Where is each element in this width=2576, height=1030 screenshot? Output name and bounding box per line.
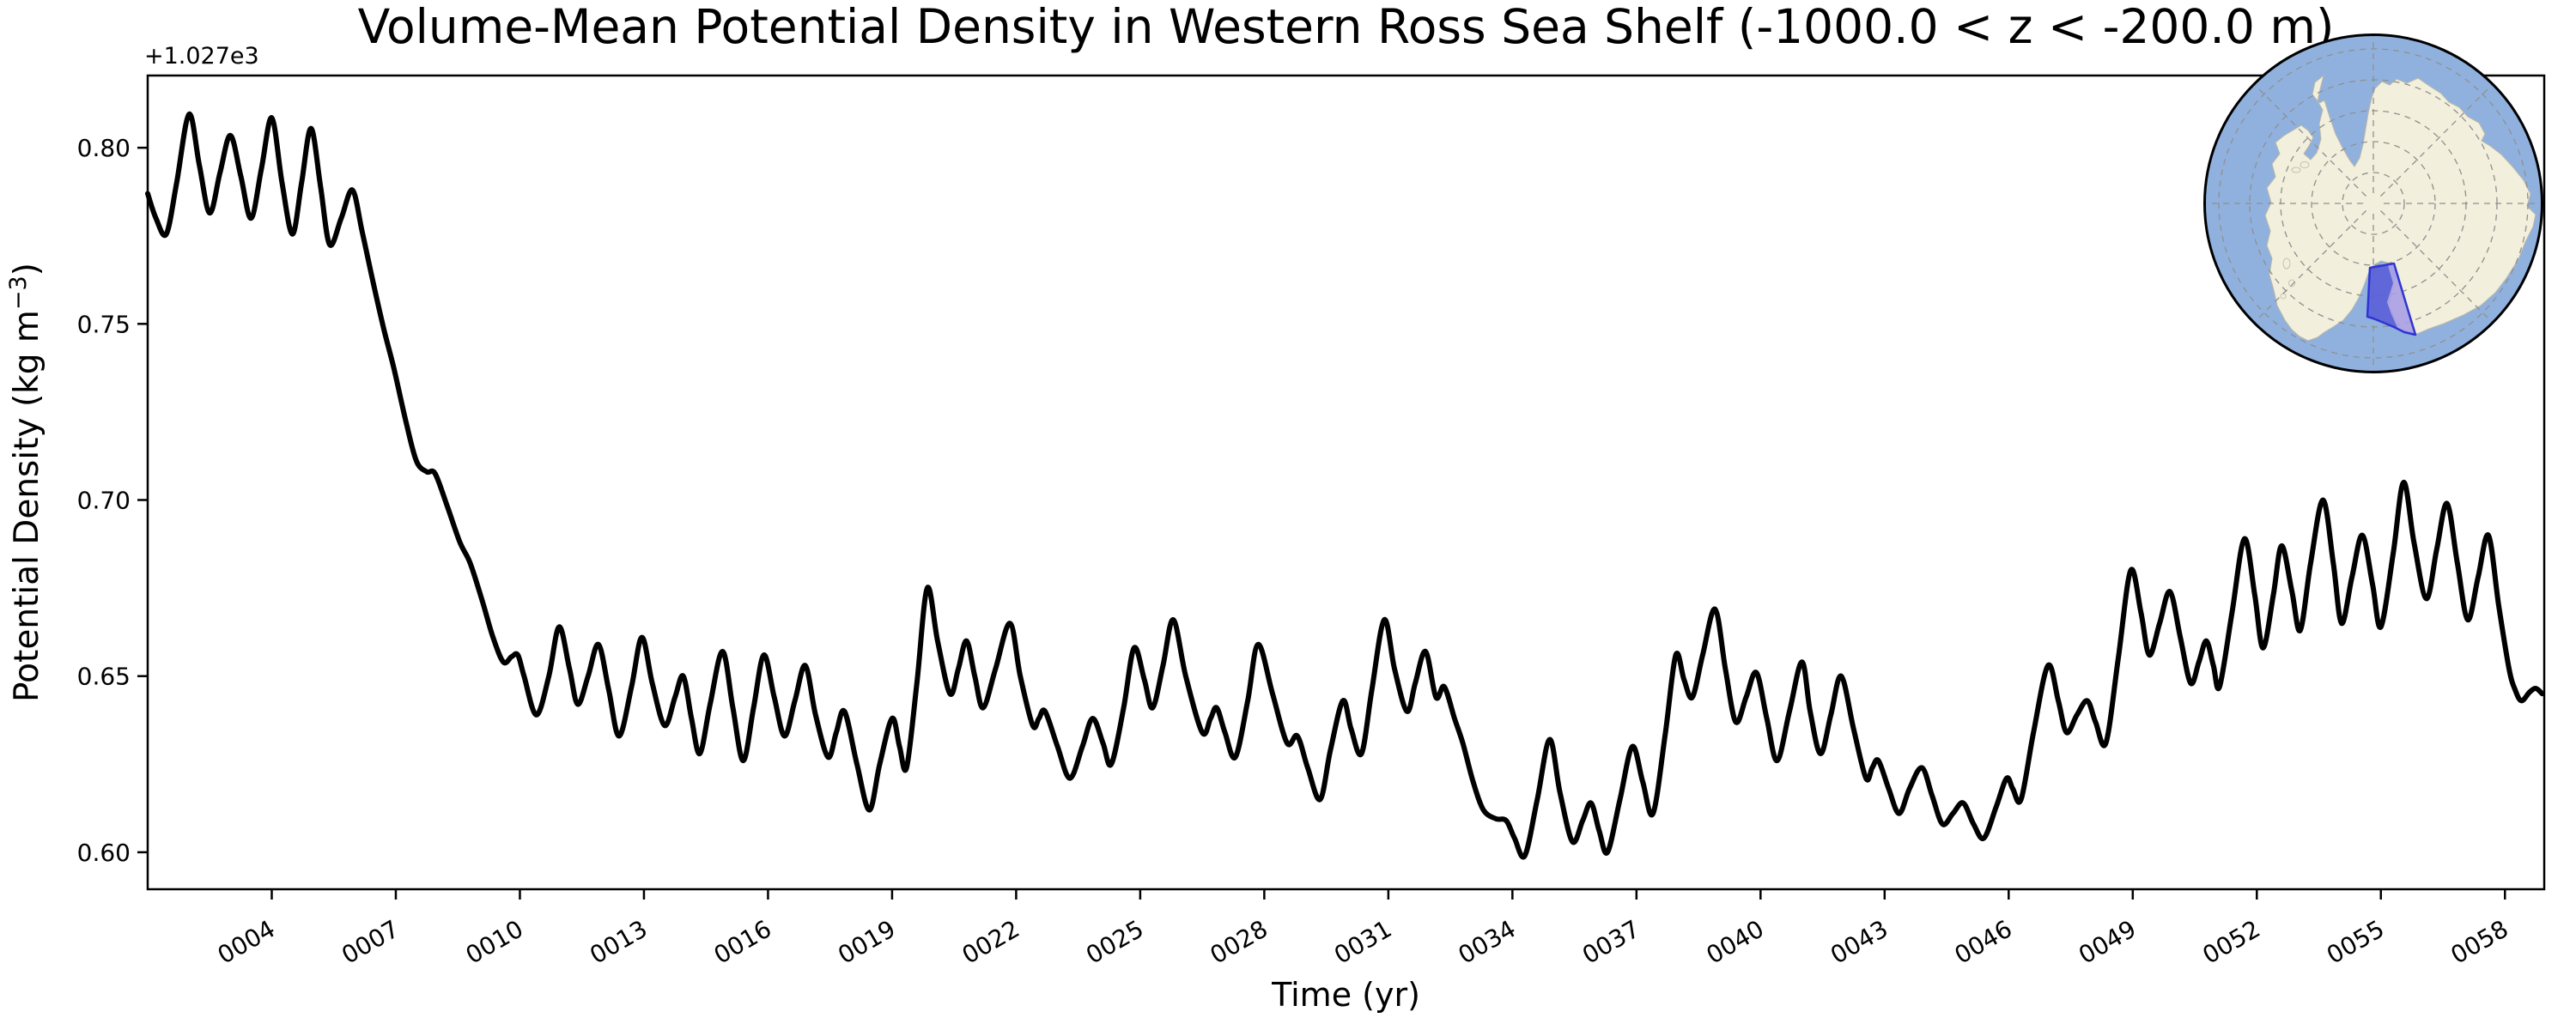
map-graticule-meridian (2253, 210, 2366, 324)
x-tick-label: 0055 (2322, 914, 2389, 969)
x-tick-label: 0010 (461, 914, 528, 969)
map-graticule-meridian (2380, 210, 2494, 324)
x-tick-label: 0031 (1329, 914, 1396, 969)
map-island (2291, 167, 2301, 173)
map-graticule-meridian (2380, 83, 2494, 197)
map-border-circle (2203, 33, 2543, 373)
map-graticule-meridian (2253, 83, 2366, 197)
x-tick-label: 0034 (1454, 914, 1521, 969)
antarctica-inset-map (2204, 34, 2543, 373)
x-axis-label: Time (yr) (1271, 976, 1420, 1014)
map-island (2282, 258, 2291, 270)
x-tick-label: 0025 (1081, 914, 1148, 969)
axes-frame (146, 74, 2546, 891)
map-graticule-parallel (2311, 141, 2436, 266)
x-tick-label: 0058 (2446, 914, 2513, 969)
x-tick-label: 0037 (1577, 914, 1644, 969)
x-tick-label: 0052 (2198, 914, 2265, 969)
map-graticule-parallel (2342, 172, 2405, 235)
y-tick-label: 0.80 (77, 134, 131, 162)
chart-title: Volume-Mean Potential Density in Western… (358, 0, 2335, 54)
x-tick-label: 0007 (337, 914, 404, 969)
x-tick-label: 0004 (213, 914, 280, 969)
x-tick-label: 0040 (1702, 914, 1769, 969)
x-tick-label: 0022 (957, 914, 1024, 969)
density-line (145, 112, 2545, 860)
map-island (2288, 279, 2295, 288)
x-tick-label: 0028 (1206, 914, 1273, 969)
y-tick-label: 0.60 (77, 839, 131, 867)
map-graticule-parallel (2218, 48, 2529, 359)
map-island (2280, 293, 2287, 300)
x-tick-label: 0016 (709, 914, 776, 969)
y-axis-label: Potential Density (kg m−3) (5, 263, 46, 702)
map-region-highlight-ocean-part (2367, 265, 2398, 330)
y-tick-label: 0.70 (77, 487, 131, 515)
x-tick-label: 0013 (585, 914, 652, 969)
x-tick-label: 0046 (1950, 914, 2017, 969)
y-tick-label: 0.65 (77, 663, 131, 691)
x-tick-label: 0049 (2074, 914, 2141, 969)
y-axis-offset-label: +1.027e3 (144, 43, 259, 70)
y-tick-label: 0.75 (77, 310, 131, 338)
map-region-highlight-outline (2366, 262, 2417, 336)
x-tick-label: 0043 (1826, 914, 1893, 969)
map-region-highlight-land-part (2387, 264, 2415, 335)
map-island (2300, 161, 2310, 168)
x-tick-label: 0019 (833, 914, 900, 969)
